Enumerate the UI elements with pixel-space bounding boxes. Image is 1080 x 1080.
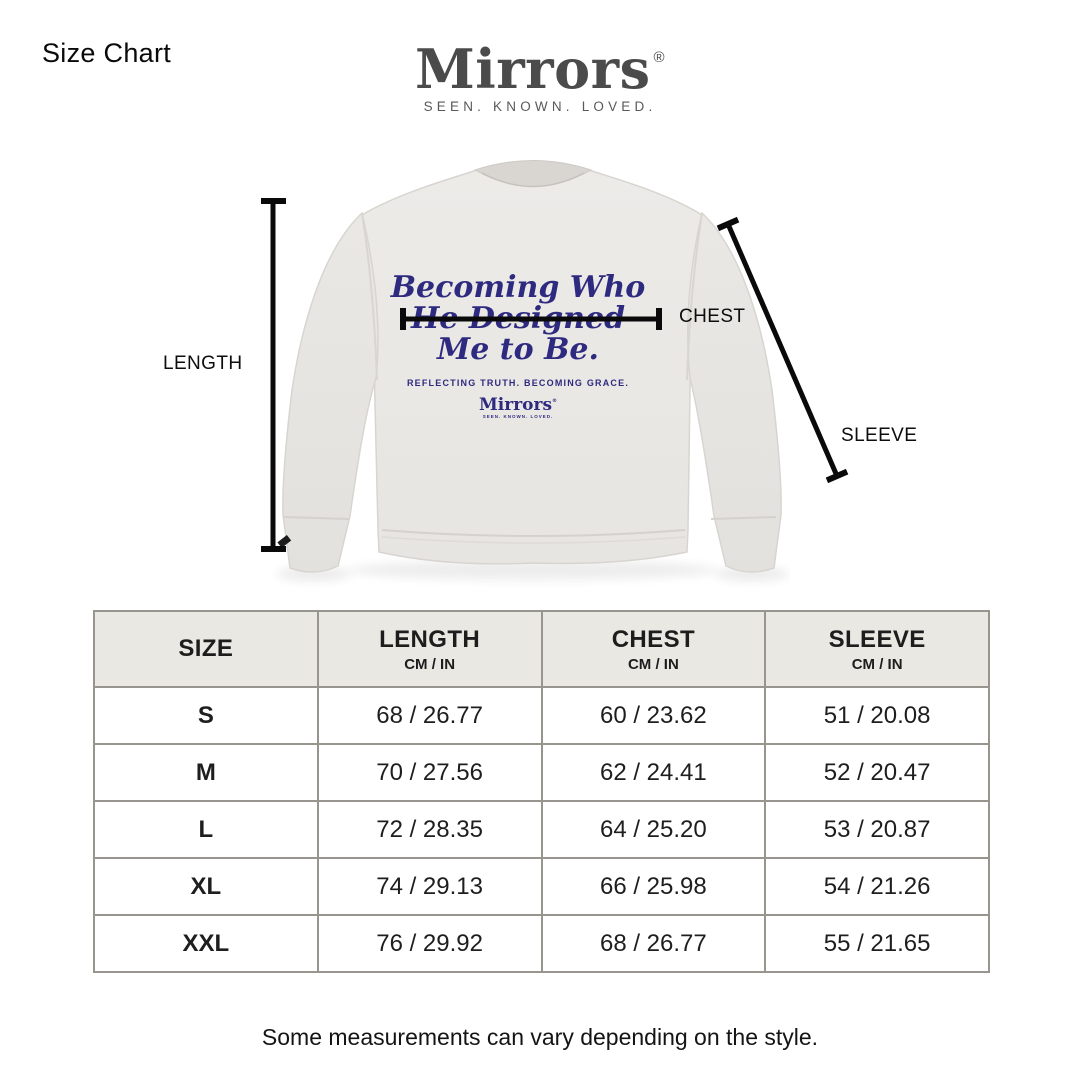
size-cell: S xyxy=(93,686,319,745)
chest-cell: 68 / 26.77 xyxy=(540,914,767,973)
measurement-note: Some measurements can vary depending on … xyxy=(261,1024,819,1050)
length-cell: 72 / 28.35 xyxy=(316,800,543,859)
sleeve-cell: 53 / 20.87 xyxy=(764,800,990,859)
length-cell: 70 / 27.56 xyxy=(316,743,543,802)
brand-logo-block: Mirrors ® SEEN. KNOWN. LOVED. xyxy=(0,30,1080,114)
chest-cell: 64 / 25.20 xyxy=(540,800,767,859)
print-registered-mark: ® xyxy=(552,398,558,404)
print-line-3: Me to Be. xyxy=(437,332,599,367)
chest-label: CHEST xyxy=(679,306,746,327)
chest-cell: 62 / 24.41 xyxy=(540,743,767,802)
page-title: Size Chart xyxy=(42,38,172,68)
left-sleeve xyxy=(282,211,379,573)
length-label: LENGTH xyxy=(163,353,243,374)
right-armhole-seam xyxy=(686,212,703,381)
print-brand-tagline: SEEN. KNOWN. LOVED. xyxy=(482,414,554,419)
print-brand-logo: Mirrors® xyxy=(478,395,558,415)
size-cell: XXL xyxy=(93,914,319,973)
table-row-xl: XL 74 / 29.13 66 / 25.98 54 / 21.26 xyxy=(93,857,990,916)
table-row-xxl: XXL 76 / 29.92 68 / 26.77 55 / 21.65 xyxy=(93,914,990,973)
size-table-header: SIZE LENGTH CM / IN CHEST CM / IN SLEEVE CM… xyxy=(93,610,990,688)
sleeve-label: SLEEVE xyxy=(841,425,918,446)
chest-cell: 66 / 25.98 xyxy=(540,857,767,916)
size-cell: L xyxy=(93,800,319,859)
sleeve-cell: 52 / 20.47 xyxy=(764,743,990,802)
sleeve-cell: 54 / 21.26 xyxy=(764,857,990,916)
table-row-s: S 68 / 26.77 60 / 23.62 51 / 20.08 xyxy=(93,686,990,745)
size-cell: M xyxy=(93,743,319,802)
shirt-back-print: Becoming Who He Designed Me to Be. REFLE… xyxy=(378,272,658,420)
chest-cell: 60 / 23.62 xyxy=(540,686,767,745)
print-line-2: He Designed xyxy=(410,301,626,336)
table-row-l: L 72 / 28.35 64 / 25.20 53 / 20.87 xyxy=(93,800,990,859)
length-cell: 68 / 26.77 xyxy=(316,686,543,745)
hem-seam-2 xyxy=(381,536,686,544)
left-cuff-seam xyxy=(283,516,350,520)
sweatshirt-graphic xyxy=(276,160,790,581)
collar-shadow xyxy=(481,172,585,188)
left-armhole-seam xyxy=(361,212,378,381)
ground-shadow xyxy=(348,560,718,580)
hem-seam xyxy=(381,529,686,537)
length-cell: 74 / 29.13 xyxy=(316,857,543,916)
print-subline: REFLECTING TRUTH. BECOMING GRACE. xyxy=(406,378,630,388)
header-cell-sleeve: SLEEVE CM / IN xyxy=(764,610,990,688)
size-table: SIZE LENGTH CM / IN CHEST CM / IN SLEEVE CM… xyxy=(93,610,990,973)
sleeve-cell: 51 / 20.08 xyxy=(764,686,990,745)
brand-tagline: SEEN. KNOWN. LOVED. xyxy=(423,99,657,114)
registered-mark: ® xyxy=(653,49,666,66)
length-cell: 76 / 29.92 xyxy=(316,914,543,973)
header-cell-size: SIZE xyxy=(93,610,319,688)
right-cuff-seam xyxy=(710,516,777,520)
brand-logo: Mirrors ® xyxy=(414,37,666,101)
header-cell-length: LENGTH CM / IN xyxy=(316,610,543,688)
header-row: SIZE LENGTH CM / IN CHEST CM / IN SLEEVE CM… xyxy=(93,610,990,688)
header-cell-chest: CHEST CM / IN xyxy=(540,610,767,688)
sleeve-cell: 55 / 21.65 xyxy=(764,914,990,973)
cuff-shadow-left xyxy=(276,567,352,581)
print-line-1: Becoming Who xyxy=(390,270,646,305)
cuff-shadow-right xyxy=(714,567,790,581)
table-row-m: M 70 / 27.56 62 / 24.41 52 / 20.47 xyxy=(93,743,990,802)
cuff-tag xyxy=(277,534,292,548)
size-cell: XL xyxy=(93,857,319,916)
